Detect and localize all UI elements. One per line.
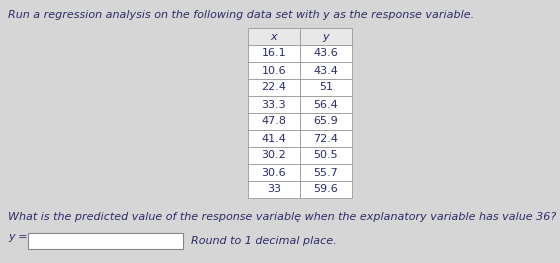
Bar [300, 147, 352, 164]
Bar [300, 79, 352, 96]
Bar [300, 96, 352, 113]
Text: y =: y = [8, 232, 27, 242]
Bar [248, 62, 300, 79]
Bar [300, 181, 352, 198]
Text: Round to 1 decimal place.: Round to 1 decimal place. [191, 236, 337, 246]
Text: What is the predicted value of the response variablę when the explanatory varia: What is the predicted value of the respo… [8, 212, 556, 222]
Text: x: x [270, 32, 277, 42]
Text: 59.6: 59.6 [314, 185, 338, 195]
Text: 47.8: 47.8 [262, 117, 287, 127]
Bar [248, 147, 300, 164]
Bar [300, 28, 352, 45]
Text: 50.5: 50.5 [314, 150, 338, 160]
Bar [248, 79, 300, 96]
Bar [248, 130, 300, 147]
Bar [300, 45, 352, 62]
Bar [248, 164, 300, 181]
Bar [248, 45, 300, 62]
Bar [28, 233, 183, 249]
Text: 43.4: 43.4 [314, 65, 338, 75]
Text: 72.4: 72.4 [314, 134, 338, 144]
Bar [300, 113, 352, 130]
Bar [300, 164, 352, 181]
Text: 56.4: 56.4 [314, 99, 338, 109]
Text: 55.7: 55.7 [314, 168, 338, 178]
Text: y: y [323, 32, 329, 42]
Bar [248, 28, 300, 45]
Text: 33.3: 33.3 [262, 99, 286, 109]
Bar [248, 96, 300, 113]
Text: 10.6: 10.6 [262, 65, 286, 75]
Text: 16.1: 16.1 [262, 48, 286, 58]
Bar [300, 130, 352, 147]
Text: 30.2: 30.2 [262, 150, 286, 160]
Text: 65.9: 65.9 [314, 117, 338, 127]
Text: 33: 33 [267, 185, 281, 195]
Text: 43.6: 43.6 [314, 48, 338, 58]
Text: 51: 51 [319, 83, 333, 93]
Text: Run a regression analysis on the following data set with y as the response varia: Run a regression analysis on the followi… [8, 10, 474, 20]
Bar [248, 113, 300, 130]
Bar [300, 62, 352, 79]
Text: 30.6: 30.6 [262, 168, 286, 178]
Text: 22.4: 22.4 [262, 83, 287, 93]
Bar [248, 181, 300, 198]
Text: 41.4: 41.4 [262, 134, 286, 144]
